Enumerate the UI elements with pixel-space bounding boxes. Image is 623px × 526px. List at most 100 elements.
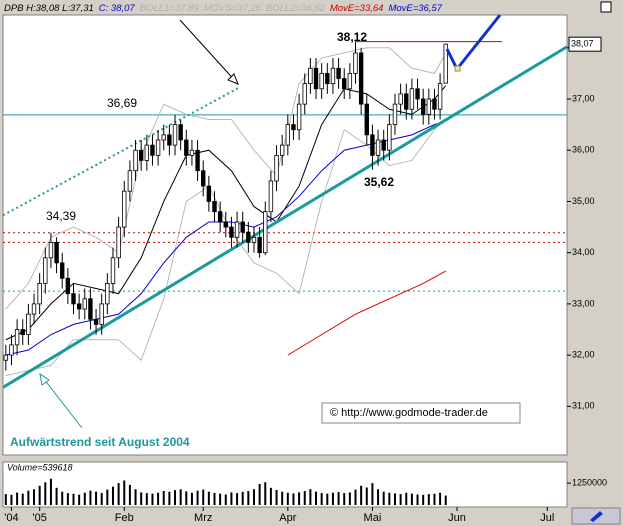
candle-body [234,221,240,238]
y-tick-label: 33,00 [572,298,595,308]
volume-bar [49,478,52,505]
y-tick-label: 36,00 [572,145,595,155]
candle-body [178,124,183,141]
volume-bar [27,490,30,505]
y-tick-label: 37,00 [572,93,595,103]
volume-bar [100,492,103,505]
candle-body [167,134,172,146]
copyright-box [321,402,521,424]
volume-bar [128,484,131,505]
candle-body [184,139,189,156]
candle-body [127,170,133,192]
candle-body [54,242,59,264]
candle-body [302,83,307,105]
volume-bar [44,482,47,505]
header-item: C: 38,07 [99,3,136,14]
volume-bar [123,480,126,505]
candle-body [9,344,14,356]
candle-body [268,180,274,213]
volume-bar [190,492,193,505]
volume-tick-label: 1250000 [572,478,607,488]
annotation: Aufwärtstrend seit August 2004 [10,435,190,449]
candle-body [229,226,234,238]
volume-bar [134,489,137,505]
candle-body [43,257,48,284]
marker [454,65,461,72]
arrow-head [39,372,50,386]
candle-body [415,88,420,100]
volume-bar [83,492,86,505]
candle-body [308,67,313,85]
volume-bar [252,489,255,505]
volume-bar [21,493,24,505]
header-item: MOVS=37,26 [204,3,262,14]
plot-area [2,14,568,456]
volume-bar [422,494,425,505]
volume-bar [174,490,177,505]
candle-body [285,124,291,146]
x-tick-label: Apr [279,512,296,524]
arrow [39,373,83,429]
candle-body [336,67,341,79]
volume-bar [157,492,160,505]
volume-bar [168,491,171,505]
volume-bar [298,492,301,505]
axes: 31,0032,0033,0034,0035,0036,0037,0038,00… [4,36,607,524]
candle-body [14,329,20,346]
volume-bar [393,493,396,505]
candle-body [26,313,31,336]
candle-body [342,78,347,90]
candle-body [404,93,409,110]
y-tick-label: 35,00 [572,196,595,206]
volume-bar [388,492,391,505]
volume-bar [399,494,402,505]
x-tick-label: Feb [115,512,134,524]
volume-bar [196,490,199,505]
volume-bar [303,491,306,505]
volume-bar [224,494,227,505]
volume-bar [16,492,19,505]
x-tick-label: Mai [364,512,382,524]
volume-bar [162,491,165,505]
candle-body [370,134,375,156]
volume-bar [89,490,92,505]
volume-bar [61,491,64,505]
annotation: 36,69 [107,96,137,110]
volume-bar [354,489,357,505]
volume-bar [365,487,368,505]
volume-bar [117,483,120,505]
x-tick-label: Jun [448,512,466,524]
volume-label: Volume=539618 [7,462,72,472]
indicator-line [5,85,447,341]
candle-body [76,303,82,310]
plot [3,41,567,389]
candle-body [319,72,324,90]
volume-bar [55,487,58,505]
candle-body [257,236,262,254]
copyright: © http://www.godmode-trader.de [330,407,488,419]
volume-bar [405,492,408,505]
candle-body [20,329,25,336]
header-item: MovE=33,64 [330,3,384,14]
volume-bar [281,491,284,505]
candle-body [150,144,155,156]
window-button[interactable] [600,1,612,13]
volume-bar [236,493,239,505]
candle-body [263,211,268,254]
candle-body [432,98,437,110]
candle-body [212,201,217,213]
volume-bar [275,489,278,505]
volume-bar [264,482,267,505]
candle-body [201,170,206,187]
candle-body [217,211,223,223]
volume-bar [213,492,216,505]
volume-bar [292,493,295,505]
candle-body [387,124,392,151]
volume-bar [106,489,109,505]
candle-body [398,93,403,105]
candle-body [437,83,443,110]
pencil-icon [590,511,603,522]
volume-bar [360,485,363,505]
volume-bar [382,491,385,505]
candle-body [172,124,178,146]
